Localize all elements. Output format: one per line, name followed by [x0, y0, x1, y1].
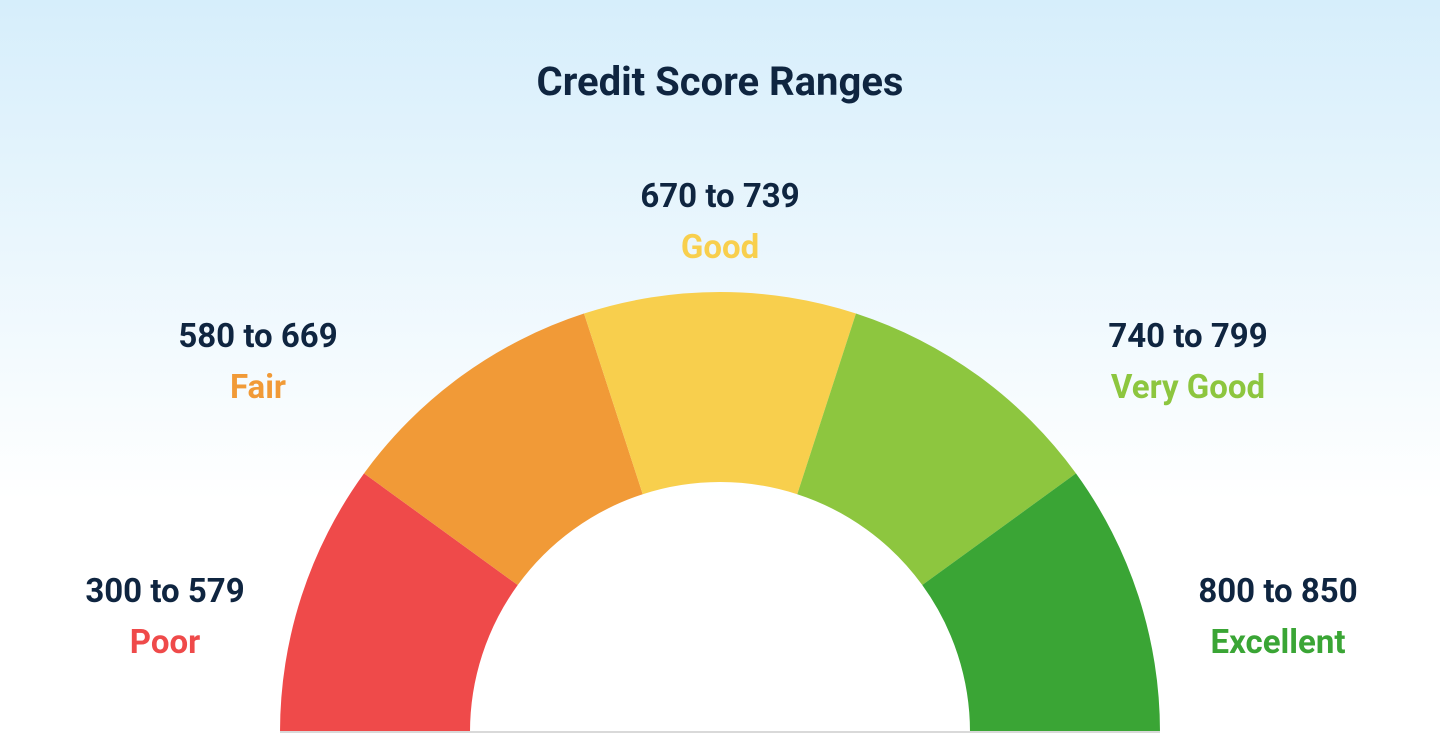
label-fair: 580 to 669 Fair	[178, 315, 337, 410]
label-name-good: Good	[640, 226, 799, 271]
label-name-fair: Fair	[178, 366, 337, 411]
label-excellent: 800 to 850 Excellent	[1198, 570, 1357, 665]
label-very-good: 740 to 799 Very Good	[1108, 315, 1267, 410]
label-good: 670 to 739 Good	[640, 175, 799, 270]
label-name-poor: Poor	[85, 621, 244, 666]
label-range-good: 670 to 739	[640, 175, 799, 220]
label-poor: 300 to 579 Poor	[85, 570, 244, 665]
label-name-very-good: Very Good	[1108, 366, 1267, 411]
label-range-excellent: 800 to 850	[1198, 570, 1357, 615]
label-range-very-good: 740 to 799	[1108, 315, 1267, 360]
gauge-baseline	[280, 731, 1160, 733]
label-name-excellent: Excellent	[1198, 621, 1357, 666]
label-range-poor: 300 to 579	[85, 570, 244, 615]
label-range-fair: 580 to 669	[178, 315, 337, 360]
